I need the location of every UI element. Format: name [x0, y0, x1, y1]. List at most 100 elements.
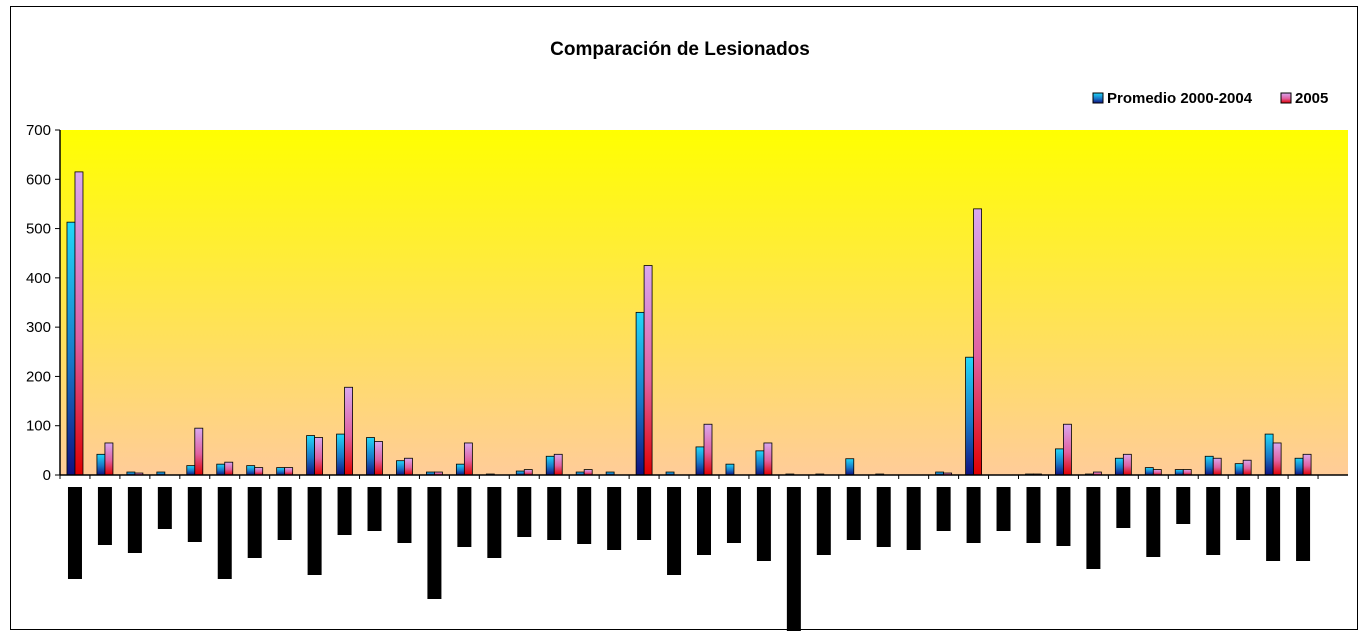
- bar-2005: [703, 423, 713, 476]
- bar-promedio: [965, 356, 974, 476]
- bar-promedio: [545, 455, 555, 476]
- bar-2005: [1302, 453, 1312, 476]
- x-category-label: [547, 487, 562, 540]
- bar-2005: [314, 437, 324, 476]
- bar-promedio: [695, 446, 705, 476]
- x-category-label: [1266, 487, 1281, 561]
- bar-2005: [194, 427, 204, 476]
- bar-promedio: [1174, 469, 1184, 476]
- bar-2005: [763, 442, 773, 476]
- bar-promedio: [635, 311, 645, 476]
- bar-promedio: [1114, 457, 1124, 476]
- bar-promedio: [96, 453, 106, 476]
- x-category-label: [307, 487, 322, 575]
- x-category-label: [397, 487, 412, 543]
- x-category-labels: [67, 487, 1311, 631]
- y-tick-label: 200: [26, 368, 51, 385]
- bar-promedio: [1264, 433, 1274, 476]
- bar-promedio: [366, 437, 375, 476]
- y-tick-label: 0: [43, 467, 51, 484]
- bar-2005: [1212, 457, 1222, 476]
- x-category-label: [607, 487, 622, 550]
- bar-promedio: [1144, 467, 1154, 476]
- bar-2005: [553, 453, 563, 476]
- x-category-label: [1236, 487, 1251, 540]
- bar-promedio: [455, 463, 465, 476]
- bar-2005: [224, 461, 234, 476]
- bar-2005: [344, 386, 353, 476]
- y-tick-label: 400: [26, 270, 51, 287]
- bar-promedio: [336, 433, 345, 476]
- x-category-label: [816, 487, 831, 555]
- x-category-label: [1146, 487, 1161, 557]
- bar-2005: [374, 441, 383, 476]
- bar-promedio: [725, 463, 735, 476]
- x-category-label: [966, 487, 981, 543]
- x-category-label: [187, 487, 202, 542]
- y-tick-label: 600: [26, 171, 51, 188]
- x-category-label: [1206, 487, 1221, 555]
- bar-2005: [1182, 469, 1192, 476]
- x-category-label: [217, 487, 232, 579]
- x-category-label: [637, 487, 652, 540]
- x-category-label: [1086, 487, 1101, 569]
- legend: Promedio 2000-2004 2005: [1092, 90, 1328, 107]
- bar-2005: [104, 442, 114, 476]
- x-category-label: [1176, 487, 1191, 524]
- y-tick-label: 300: [26, 319, 51, 336]
- bar-2005: [284, 467, 294, 476]
- x-category-label: [487, 487, 502, 558]
- bar-promedio: [216, 463, 226, 476]
- bar-promedio: [1204, 455, 1214, 476]
- x-category-label: [846, 487, 861, 540]
- x-category-label: [697, 487, 711, 555]
- plot-area: [60, 130, 1348, 475]
- bar-2005: [973, 208, 982, 476]
- x-category-label: [1296, 487, 1311, 561]
- x-category-label: [577, 487, 592, 544]
- bar-2005: [523, 469, 533, 476]
- x-category-label: [277, 487, 292, 540]
- x-category-label: [936, 487, 951, 531]
- bar-2005: [404, 457, 413, 476]
- chart-frame: Comparación de Lesionados Promedio 2000-…: [10, 6, 1358, 631]
- bar-2005: [1242, 459, 1252, 476]
- x-category-label: [1116, 487, 1131, 528]
- x-category-label: [756, 487, 771, 561]
- x-category-label: [996, 487, 1011, 531]
- legend-label-series-2: 2005: [1295, 90, 1328, 107]
- bar-promedio: [276, 467, 286, 476]
- bar-2005: [1272, 442, 1282, 476]
- y-tick-label: 100: [26, 418, 51, 435]
- x-category-label: [127, 487, 142, 553]
- chart-title: Comparación de Lesionados: [550, 39, 810, 60]
- bar-2005: [1122, 453, 1132, 476]
- bar-promedio: [306, 435, 316, 476]
- x-category-label: [786, 487, 801, 631]
- chart-svg: Comparación de Lesionados Promedio 2000-…: [26, 39, 1348, 631]
- x-category-label: [457, 487, 472, 547]
- bar-2005: [74, 171, 84, 476]
- y-tick-label: 500: [26, 221, 51, 238]
- x-category-label: [876, 487, 891, 547]
- bar-2005: [254, 467, 264, 476]
- y-tick-label: 700: [26, 122, 51, 139]
- x-category-label: [97, 487, 112, 545]
- bar-promedio: [1234, 463, 1244, 476]
- y-axis: 0 100 200 300 400 500 600 700: [26, 122, 60, 484]
- x-category-label: [726, 487, 741, 543]
- bar-2005: [1063, 423, 1072, 476]
- x-category-label: [517, 487, 532, 537]
- bar-2005: [1152, 469, 1162, 476]
- x-category-label: [337, 487, 352, 535]
- bar-2005: [643, 265, 653, 476]
- x-category-label: [1056, 487, 1071, 546]
- bar-promedio: [396, 460, 405, 476]
- bar-promedio: [755, 450, 765, 476]
- x-category-label: [667, 487, 682, 575]
- x-category-label: [1026, 487, 1041, 543]
- x-category-label: [427, 487, 442, 599]
- x-category-label: [247, 487, 262, 558]
- legend-label-series-1: Promedio 2000-2004: [1107, 90, 1253, 107]
- x-category-label: [157, 487, 172, 529]
